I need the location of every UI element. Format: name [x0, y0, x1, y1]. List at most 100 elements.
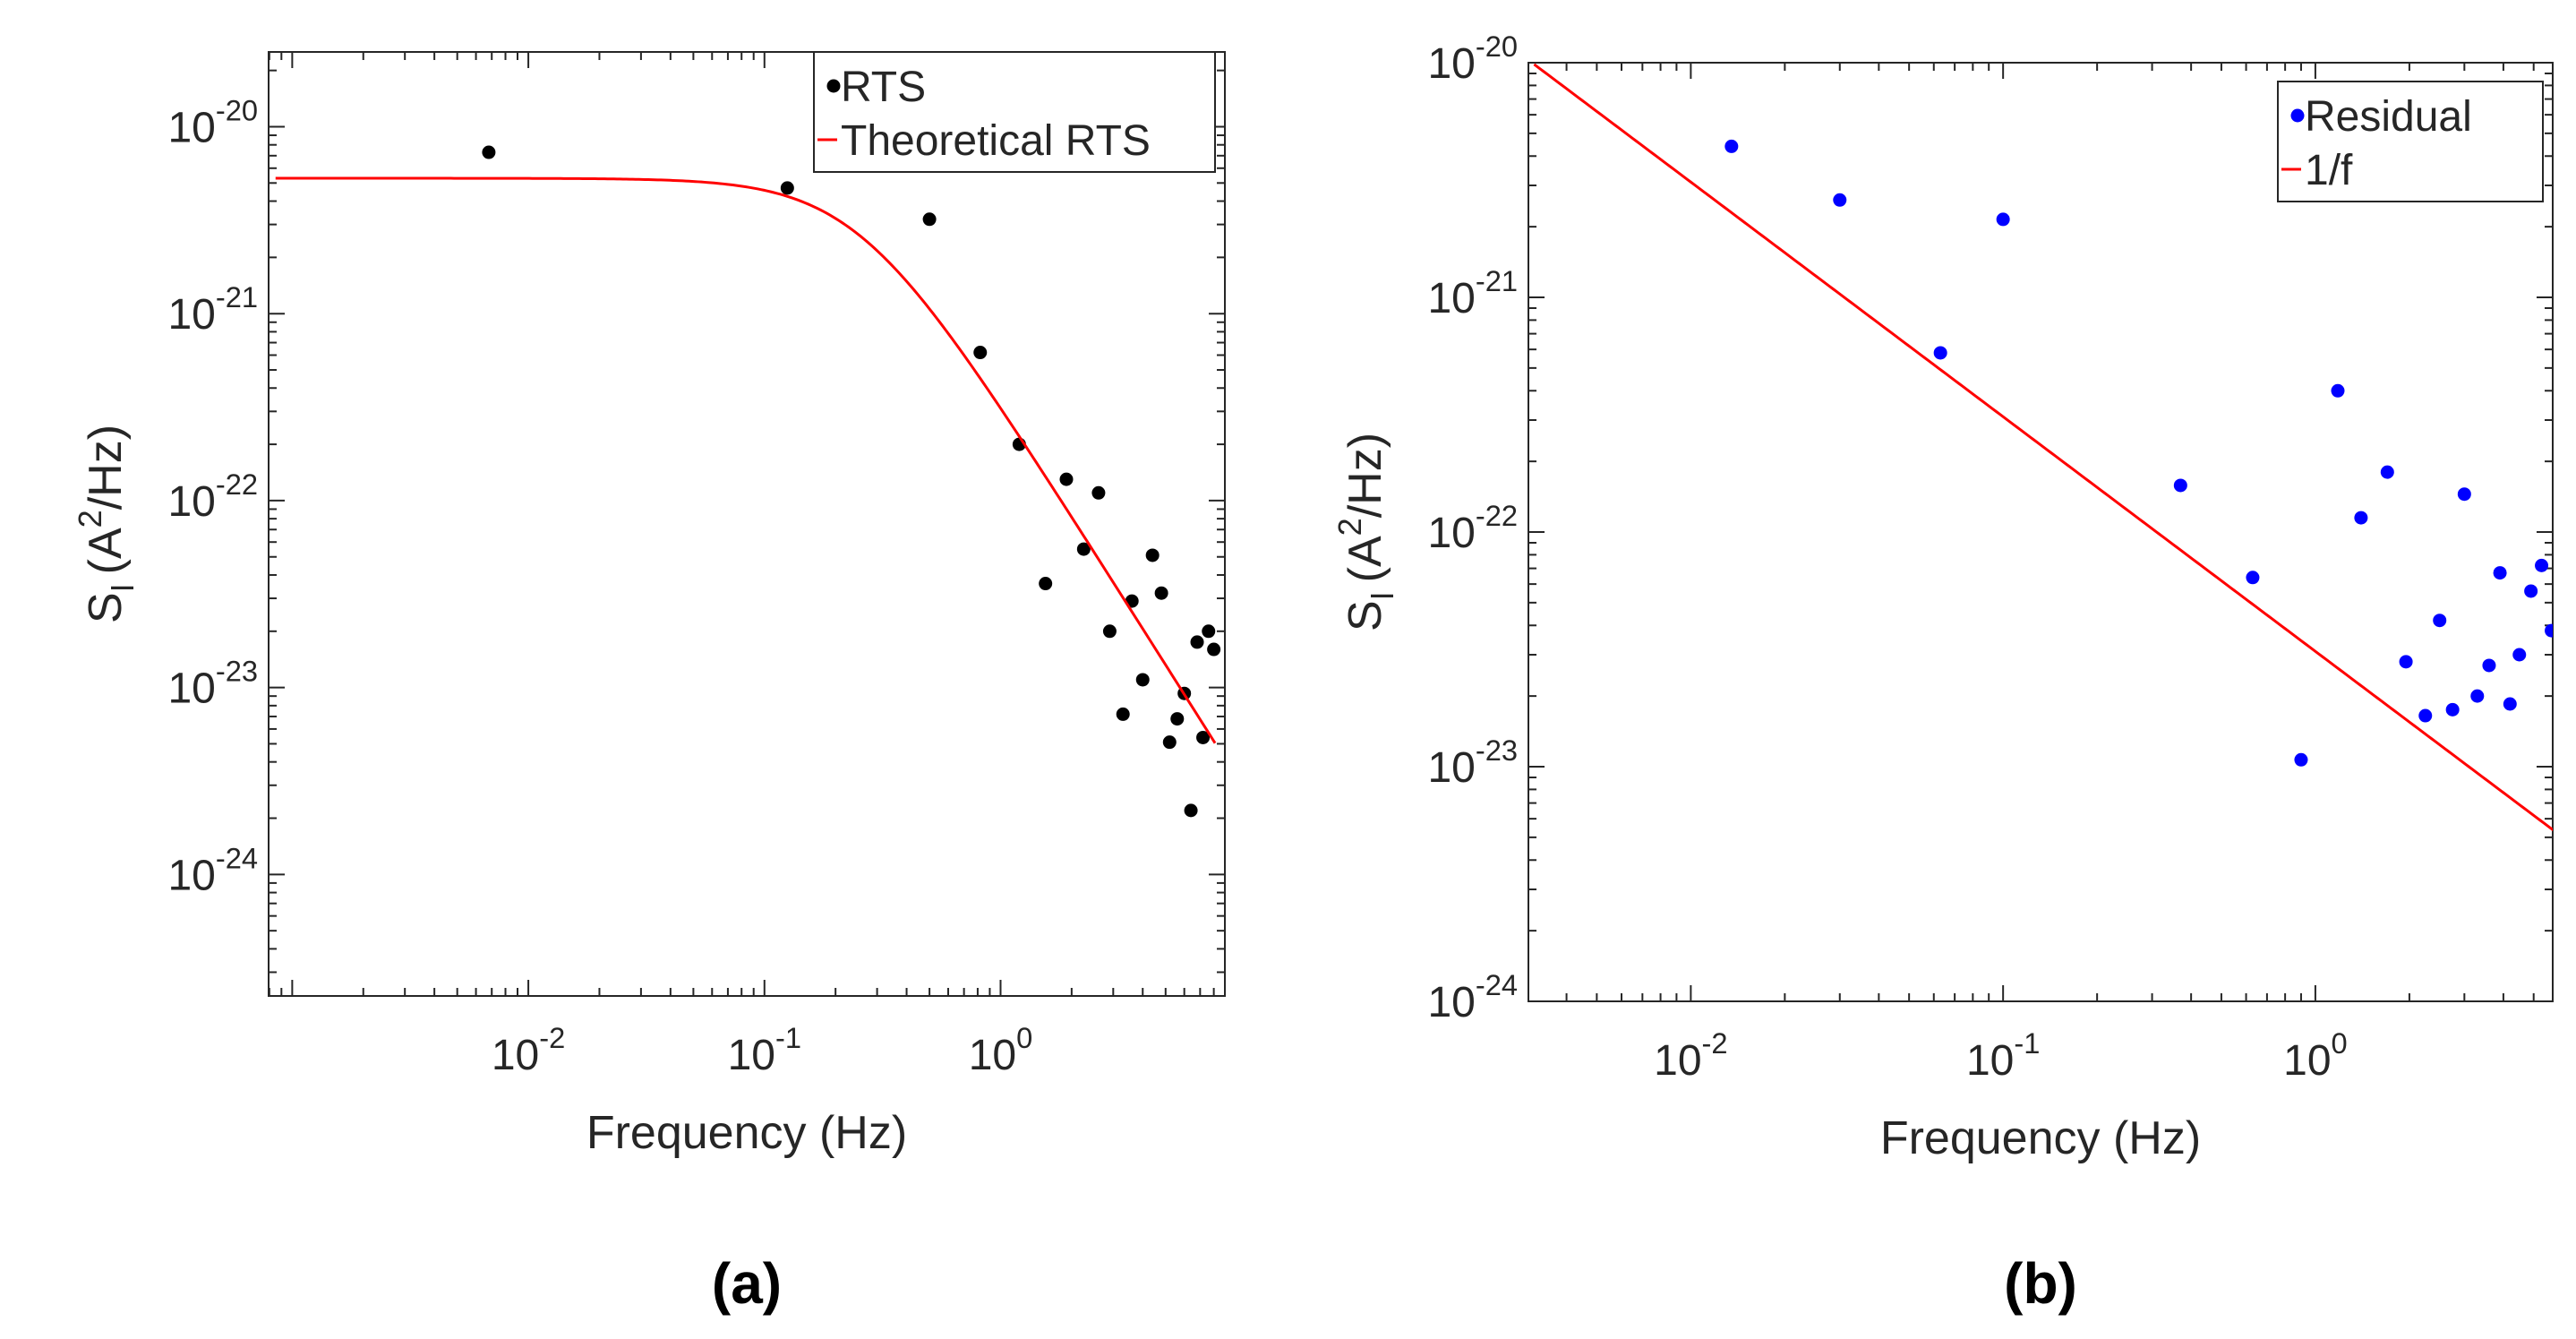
y-tick-base: 10	[1427, 744, 1475, 792]
data-point	[1091, 485, 1106, 500]
data-point	[1170, 712, 1185, 726]
y-tick-exponent: -22	[216, 468, 258, 501]
y-label-unit-close: /Hz)	[1339, 433, 1391, 518]
data-point	[1102, 624, 1117, 639]
data-point	[1196, 730, 1211, 744]
data-point	[1076, 542, 1091, 556]
data-point	[1116, 707, 1130, 721]
data-point	[1154, 586, 1168, 600]
y-tick-exponent: -20	[1476, 30, 1518, 63]
x-tick-exponent: -1	[2014, 1026, 2040, 1060]
axes-box	[268, 51, 1226, 997]
y-tick-label: 10-24	[1427, 968, 1518, 1026]
x-tick-label: 10-1	[1966, 1026, 2040, 1085]
y-label-superscript: 2	[72, 510, 108, 528]
y-tick-base: 10	[1427, 275, 1475, 322]
y-tick-base: 10	[167, 291, 215, 339]
legend: RTS Theoretical RTS	[813, 51, 1216, 173]
y-label-unit-open: (A	[1339, 536, 1391, 582]
plot-area	[1533, 63, 2553, 832]
data-point	[2545, 623, 2553, 638]
y-label-main: S	[1339, 600, 1391, 631]
x-tick-exponent: 0	[2332, 1026, 2348, 1060]
data-point	[2173, 478, 2187, 493]
data-point	[1059, 472, 1074, 486]
x-tick-exponent: -2	[539, 1021, 565, 1054]
panel-caption: (a)	[712, 1251, 782, 1316]
data-point	[1202, 624, 1216, 639]
legend-marker-swatch	[2290, 108, 2305, 123]
data-point	[2433, 614, 2447, 628]
data-point	[1724, 139, 1739, 153]
data-point	[2524, 584, 2538, 598]
x-tick-label: 10-1	[728, 1021, 801, 1079]
x-tick-label: 100	[2283, 1026, 2348, 1085]
panel-b: 10-2 10-1 10010-2010-2110-2210-2310-24Freq…	[1331, 30, 2554, 1316]
x-tick-label: 10-2	[492, 1021, 565, 1079]
legend-box	[2277, 81, 2544, 202]
y-tick-base: 10	[167, 478, 215, 526]
data-point	[2470, 689, 2485, 703]
x-tick-label: 10-2	[1654, 1026, 1727, 1085]
legend-label: RTS	[841, 64, 926, 111]
y-tick-exponent: -21	[216, 280, 258, 313]
data-point	[922, 212, 937, 227]
data-point	[2354, 511, 2368, 525]
x-tick-base: 10	[492, 1032, 539, 1079]
panel-caption: (b)	[2004, 1251, 2077, 1316]
y-tick-exponent: -24	[216, 841, 258, 874]
data-point	[2457, 487, 2471, 502]
y-tick-exponent: -22	[1476, 499, 1518, 532]
y-label-subscript: I	[1364, 591, 1400, 600]
x-tick-exponent: -1	[775, 1021, 801, 1054]
data-point	[2418, 708, 2433, 723]
legend-label: Theoretical RTS	[841, 117, 1151, 165]
x-axis-label: Frequency (Hz)	[1880, 1112, 2201, 1164]
y-axis-label: SI (A2/Hz)	[72, 425, 141, 623]
y-tick-label: 10-21	[1427, 264, 1518, 322]
data-point	[1190, 635, 1204, 649]
y-tick-label: 10-22	[167, 468, 258, 526]
data-point	[2294, 752, 2308, 767]
x-tick-base: 10	[1966, 1037, 2014, 1085]
x-axis-label: Frequency (Hz)	[586, 1107, 907, 1159]
data-point	[1996, 212, 2010, 227]
x-tick-base: 10	[2283, 1037, 2331, 1085]
y-tick-label: 10-23	[1427, 734, 1518, 792]
x-tick-exponent: -2	[1702, 1026, 1728, 1060]
y-label-main: S	[80, 592, 132, 623]
data-point	[1833, 193, 1847, 207]
x-tick-exponent: 0	[1016, 1021, 1032, 1054]
y-tick-exponent: -23	[216, 655, 258, 688]
data-point	[1145, 548, 1160, 562]
data-point	[780, 181, 794, 195]
y-tick-label: 10-20	[167, 93, 258, 151]
series-line-theoretical-rts	[275, 176, 1217, 744]
data-point	[482, 145, 496, 159]
legend-label: Residual	[2305, 93, 2472, 141]
y-tick-label: 10-24	[167, 841, 258, 899]
y-tick-label: 10-22	[1427, 499, 1518, 557]
data-point	[2482, 658, 2496, 673]
x-tick-base: 10	[969, 1032, 1016, 1079]
data-point	[1933, 346, 1947, 360]
panel-a: 10-2 10-1 10010-2010-2110-2210-2310-24Freq…	[72, 51, 1226, 1316]
x-tick-label: 100	[969, 1021, 1033, 1079]
data-point	[1135, 673, 1150, 687]
y-tick-base: 10	[167, 104, 215, 151]
y-tick-base: 10	[1427, 40, 1475, 88]
data-point	[2445, 702, 2460, 717]
data-point	[2493, 566, 2507, 580]
y-tick-label: 10-20	[1427, 30, 1518, 88]
data-point	[1039, 577, 1053, 591]
legend-label: 1/f	[2305, 147, 2353, 194]
y-tick-label: 10-21	[167, 280, 258, 339]
data-point	[2535, 558, 2549, 572]
data-point	[2331, 383, 2345, 398]
data-point	[1162, 735, 1177, 750]
y-tick-base: 10	[1427, 979, 1475, 1026]
y-tick-label: 10-23	[167, 655, 258, 713]
plot-area	[275, 145, 1221, 818]
legend-box	[813, 51, 1216, 173]
